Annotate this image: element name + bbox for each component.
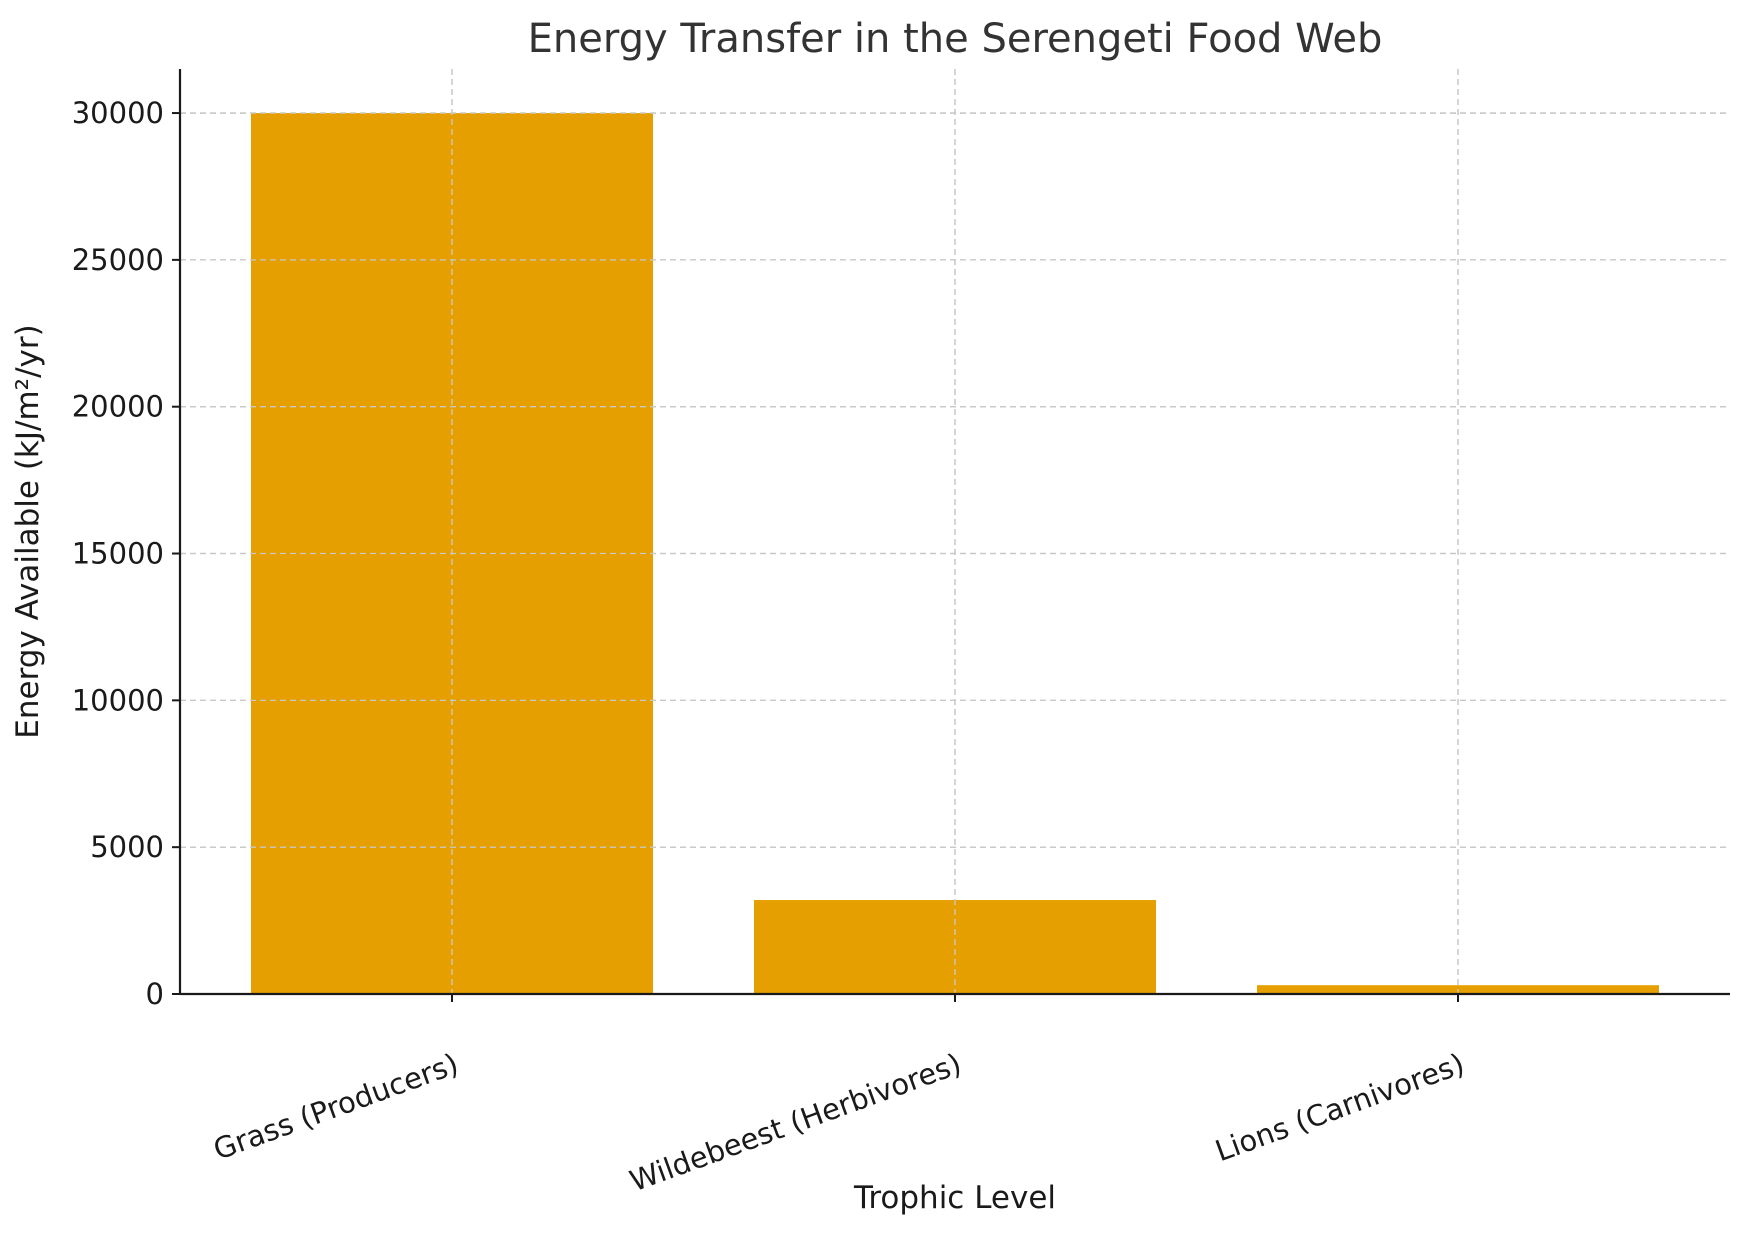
x-tick-label: Wildebeest (Herbivores) [625, 1047, 966, 1199]
x-tick-label: Lions (Carnivores) [1211, 1047, 1469, 1169]
x-axis-label: Trophic Level [853, 1180, 1056, 1216]
y-tick-label: 10000 [72, 683, 164, 717]
y-axis-label: Energy Available (kJ/m²/yr) [10, 324, 46, 738]
y-tick-label: 25000 [72, 243, 164, 277]
y-tick-label: 5000 [90, 830, 164, 864]
bar-layer [180, 69, 1730, 995]
y-tick-label: 20000 [72, 390, 164, 424]
bar [754, 900, 1156, 994]
y-tick-label: 30000 [72, 96, 164, 130]
y-tick-label: 0 [146, 977, 164, 1011]
chart-title: Energy Transfer in the Serengeti Food We… [528, 16, 1383, 62]
y-tick-label: 15000 [72, 537, 164, 571]
x-tick-label: Grass (Producers) [209, 1047, 463, 1167]
